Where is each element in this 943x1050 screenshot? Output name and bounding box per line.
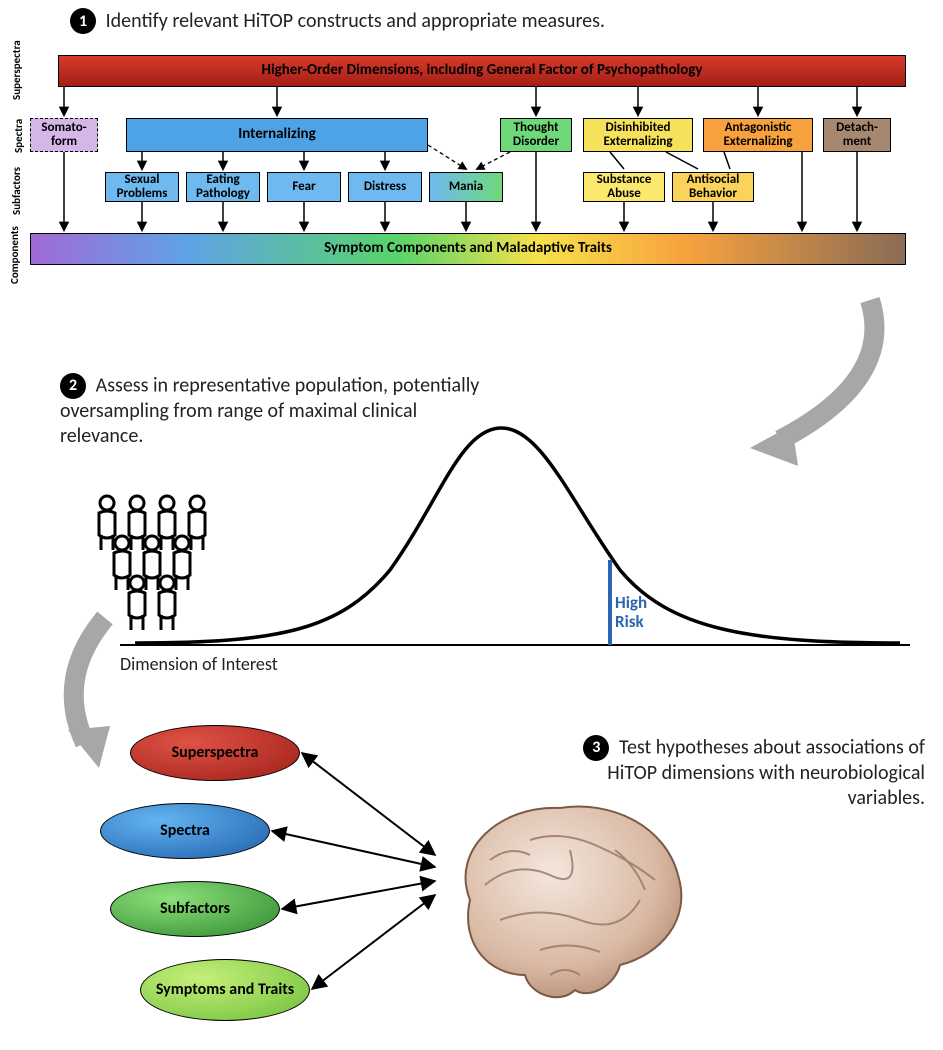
box-eating-pathology: Eating Pathology [186,172,260,202]
box-internalizing: Internalizing [126,118,428,152]
box-somatoform: Somato-form [30,118,98,152]
hitop-hierarchy: Higher-Order Dimensions, including Gener… [30,55,935,300]
box-antisocial-behavior: Antisocial Behavior [672,172,754,202]
box-fear: Fear [267,172,341,202]
box-thought-disorder: Thought Disorder [500,118,572,152]
box-distress: Distress [348,172,422,202]
dimensions-to-brain: Superspectra Spectra Subfactors Symptoms… [90,725,920,1045]
box-disinhibited: Disinhibited Externalizing [583,118,693,152]
row-label-components: Components [8,225,21,285]
population-curve-area: HighRisk Dimension of Interest [120,400,930,680]
box-detachment: Detach-ment [823,118,891,152]
step1-text: Identify relevant HiTOP constructs and a… [106,9,605,33]
box-antagonistic: Antagonistic Externalizing [703,118,813,152]
step1-heading: 1 Identify relevant HiTOP constructs and… [70,8,605,34]
step2-badge: 2 [60,373,86,399]
box-superspectra: Higher-Order Dimensions, including Gener… [58,55,906,87]
box-components: Symptom Components and Maladaptive Trait… [30,233,906,265]
high-risk-label: HighRisk [615,594,647,631]
box-substance-abuse: Substance Abuse [583,172,665,202]
row-label-superspectra: Superspectra [10,55,23,100]
step1-badge: 1 [70,8,96,34]
row-label-subfactors: Subfactors [10,165,23,217]
row-label-spectra: Spectra [12,117,25,155]
box-sexual-problems: Sexual Problems [105,172,179,202]
brain-icon [430,790,700,1010]
box-mania: Mania [429,172,503,202]
